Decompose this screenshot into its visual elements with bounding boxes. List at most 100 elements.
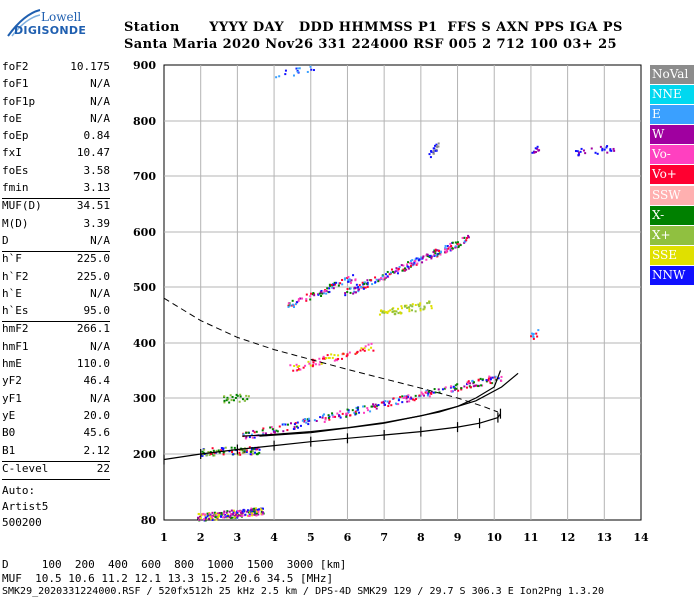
echo-point [252,510,255,513]
echo-point [370,279,373,282]
echo-point [243,510,246,513]
echo-point [252,508,255,511]
echo-point [306,419,309,422]
echo-point [590,147,593,150]
echo-point [246,398,249,401]
echo-point [254,507,257,510]
echo-point [467,382,470,385]
echo-point [244,448,247,451]
echo-point [465,386,468,389]
echo-point [425,391,428,394]
echo-point [216,512,219,515]
echo-point [246,509,249,512]
echo-point [411,398,414,401]
echo-point [481,378,484,381]
legend-item: NNW [650,265,694,285]
echo-point [227,398,230,401]
echo-point [417,303,420,306]
echo-point [297,426,300,429]
echo-point [353,290,356,293]
echo-point [531,151,534,154]
echo-point [408,397,411,400]
echo-point [213,511,216,514]
echo-point [205,454,208,457]
echo-point [400,305,403,308]
echo-point [395,403,398,406]
echo-point [435,254,438,257]
echo-point [312,361,315,364]
param-row: yE 20.0 [2,409,110,426]
y-tick-label: 400 [133,337,156,350]
echo-point [425,254,428,257]
autoscale-label: Auto: [2,484,36,497]
echo-point [594,151,597,154]
echo-point [245,451,248,454]
echo-point [450,390,453,393]
echo-point [331,286,334,289]
echo-point [472,382,475,385]
echo-point [488,375,491,378]
echo-point [415,257,418,260]
legend-item: SSE [650,245,694,265]
echo-point [237,453,240,456]
echo-point [290,304,293,307]
echo-point [200,514,203,517]
echo-point [375,278,378,281]
echo-point [301,419,304,422]
param-value: 225.0 [76,252,110,266]
echo-point [394,312,397,315]
echo-point [360,285,363,288]
echo-point [352,274,355,277]
echo-point [307,360,310,363]
param-row: foF1p N/A [2,95,110,112]
echo-point [232,453,235,456]
echo-point [261,511,264,514]
echo-point [311,293,314,296]
echo-point [349,414,352,417]
echo-point [366,409,369,412]
echo-point [211,447,214,450]
echo-point [491,376,494,379]
echo-point [250,433,253,436]
echo-point [223,399,226,402]
echo-point [386,311,389,314]
echo-point [474,384,477,387]
echo-point [278,75,281,78]
echo-point [278,425,281,428]
echo-point [446,249,449,252]
echo-point [489,382,492,385]
echo-point [198,515,201,518]
echo-point [203,448,206,451]
echo-point [384,400,387,403]
echo-point [209,515,212,518]
echo-point [393,271,396,274]
echo-point [389,309,392,312]
y-tick-label: 800 [133,115,156,128]
param-value: 110.0 [76,357,110,371]
echo-point [430,257,433,260]
echo-point [328,290,331,293]
echo-point [217,516,220,519]
legend-item: NoVal [650,65,694,84]
echo-point [250,508,253,511]
echo-point [472,385,475,388]
echo-point [259,507,262,510]
echo-point [428,300,431,303]
param-row: hmE 110.0 [2,357,110,374]
param-value: N/A [90,111,110,125]
echo-point [260,508,263,511]
x-tick-label: 4 [270,531,278,544]
echo-point [325,357,328,360]
echo-point [295,67,298,70]
echo-point [312,364,315,367]
echo-point [206,515,209,518]
param-label: hmE [2,357,22,371]
echo-point [271,428,274,431]
param-value: 225.0 [76,269,110,283]
param-label: MUF(D) [2,199,42,213]
echo-point [236,394,239,397]
echo-point [348,278,351,281]
param-label: foF1 [2,77,29,91]
echo-point [463,240,466,243]
echo-point [418,394,421,397]
